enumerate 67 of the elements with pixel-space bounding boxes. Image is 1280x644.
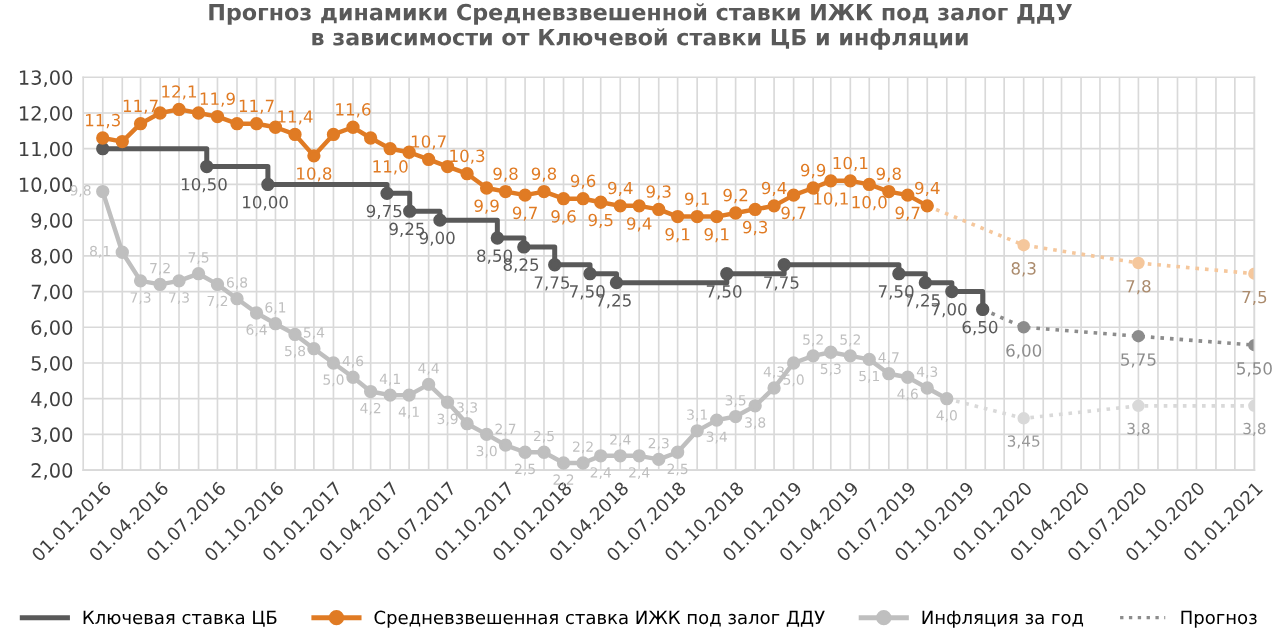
legend-label: Средневзвешенная ставка ИЖК под залог ДДУ xyxy=(374,610,825,628)
data-label: 11,3 xyxy=(86,113,120,129)
data-label: 9,4 xyxy=(761,181,787,196)
data-label: 9,8 xyxy=(531,167,557,182)
data-label: 9,4 xyxy=(915,181,940,196)
y-tick-label: 7,00 xyxy=(31,284,73,302)
y-tick-label: 3,00 xyxy=(31,427,73,445)
data-label: 7,75 xyxy=(534,276,570,291)
data-label: 9,9 xyxy=(474,199,499,214)
data-label: 11,4 xyxy=(278,110,313,125)
data-label: 9,8 xyxy=(876,167,901,182)
data-label: 11,9 xyxy=(200,92,235,107)
data-label: 9,75 xyxy=(366,204,402,220)
data-label: 9,9 xyxy=(800,163,826,179)
y-tick-label: 9,00 xyxy=(31,213,73,230)
data-label: 9,8 xyxy=(493,167,518,182)
data-label: 10,8 xyxy=(297,167,332,182)
data-label: 11,6 xyxy=(336,103,371,118)
data-label: 10,1 xyxy=(814,192,848,207)
data-label: 7,8 xyxy=(1126,279,1151,295)
data-label: 9,25 xyxy=(389,222,425,237)
data-label: 10,0 xyxy=(852,195,887,211)
y-tick-label: 4,00 xyxy=(31,391,73,409)
legend-label: Прогноз xyxy=(1181,610,1257,628)
data-label: 8,3 xyxy=(1011,262,1036,277)
data-label: 10,1 xyxy=(833,156,868,171)
data-label: 9,1 xyxy=(704,227,729,243)
data-label: 6,50 xyxy=(962,320,998,336)
data-label: 9,4 xyxy=(608,181,633,196)
data-label: 9,7 xyxy=(781,206,806,221)
data-label: 10,00 xyxy=(243,195,288,211)
data-label: 5,50 xyxy=(1237,362,1272,377)
data-label: 12,1 xyxy=(162,85,197,100)
data-label: 9,3 xyxy=(742,220,768,236)
data-label: 9,4 xyxy=(626,217,652,232)
data-label: 10,7 xyxy=(411,135,446,150)
data-label: 5,75 xyxy=(1121,353,1156,368)
chart-title: Прогноз динамики Средневзвешенной ставки ИЖК под залог ДДУ в зависимости от Ключевой ставки ЦБ и инфляции xyxy=(209,3,1073,50)
data-label: 9,7 xyxy=(512,206,537,221)
data-label: 9,1 xyxy=(684,192,709,207)
y-tick-label: 10,00 xyxy=(19,177,73,195)
y-tick-label: 5,00 xyxy=(31,355,73,373)
data-label: 6,00 xyxy=(1006,344,1042,359)
data-label: 9,7 xyxy=(895,206,920,221)
data-label: 11,7 xyxy=(123,99,158,114)
legend-label: Ключевая ставка ЦБ xyxy=(83,610,277,627)
y-tick-label: 13,00 xyxy=(19,70,73,87)
data-label: 9,3 xyxy=(646,185,671,200)
y-tick-label: 2,00 xyxy=(31,463,73,480)
y-tick-label: 6,00 xyxy=(31,320,73,337)
data-label: 10,50 xyxy=(181,177,227,193)
data-label: 10,3 xyxy=(450,149,485,164)
y-tick-label: 12,00 xyxy=(19,105,73,123)
y-tick-label: 11,00 xyxy=(19,141,73,159)
legend-label: Инфляция за год xyxy=(922,610,1084,628)
data-label: 7,5 xyxy=(1242,290,1267,305)
data-label: 9,6 xyxy=(551,210,576,225)
data-label: 11,7 xyxy=(239,99,274,114)
data-label: 9,6 xyxy=(570,174,596,189)
data-label: 9,1 xyxy=(665,227,690,243)
data-label: 9,2 xyxy=(723,188,748,204)
data-label: 9,5 xyxy=(588,213,613,228)
data-label: 7,75 xyxy=(764,276,799,291)
data-label: 11,0 xyxy=(373,160,408,175)
data-label: 7,50 xyxy=(706,285,742,300)
y-tick-label: 8,00 xyxy=(31,248,73,266)
data-label: 9,00 xyxy=(419,231,455,246)
